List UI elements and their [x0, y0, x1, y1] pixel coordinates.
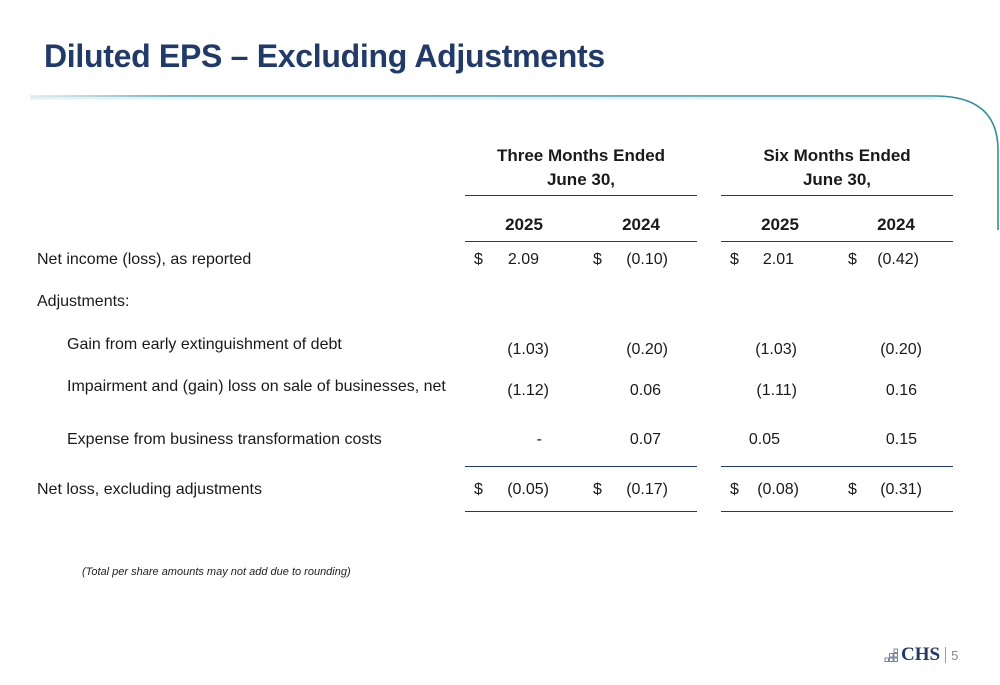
cell-net-income-6m-2024: (0.42) [877, 251, 919, 268]
page-title: Diluted EPS – Excluding Adjustments [44, 38, 605, 74]
cell-net-income-3m-2025: 2.09 [507, 251, 539, 268]
footnote: (Total per share amounts may not add due… [82, 566, 351, 578]
cell-gain-3m-2025: (1.03) [507, 341, 549, 358]
six-months-header-line2: June 30, [802, 170, 872, 189]
cell-gain-6m-2024: (0.20) [880, 341, 922, 358]
dollar-sign: $ [730, 481, 739, 498]
year-header-6m-2025: 2025 [761, 215, 799, 234]
column-group-three-months: Three Months Ended June 30, [465, 144, 697, 192]
cell-gain-6m-2025: (1.03) [755, 341, 797, 358]
cell-impairment-6m-2025: (1.11) [756, 382, 797, 399]
row-label-gain-early-extinguishment: Gain from early extinguishment of debt [67, 336, 342, 353]
dollar-sign: $ [474, 481, 483, 498]
cell-net-loss-3m-2025: (0.05) [507, 481, 549, 498]
logo-text: CHS [901, 644, 941, 665]
group1-year-rule [465, 241, 697, 242]
cell-net-income-6m-2025: 2.01 [762, 251, 794, 268]
logo-separator [945, 647, 947, 663]
cell-impairment-3m-2025: (1.12) [507, 382, 549, 399]
chs-logo-mark-icon [884, 646, 900, 664]
row-label-net-income: Net income (loss), as reported [37, 251, 252, 268]
dollar-sign: $ [593, 251, 602, 268]
chs-logo: CHS 5 [884, 644, 958, 666]
group2-total-rule [721, 466, 953, 467]
year-header-6m-2024: 2024 [877, 215, 915, 234]
group1-header-rule [465, 195, 697, 196]
three-months-header-line1: Three Months Ended [496, 146, 666, 165]
dollar-sign: $ [474, 251, 483, 268]
cell-net-income-3m-2024: (0.10) [626, 251, 668, 268]
three-months-header-line2: June 30, [546, 170, 616, 189]
cell-gain-3m-2024: (0.20) [626, 341, 668, 358]
cell-net-loss-3m-2024: (0.17) [626, 481, 668, 498]
dollar-sign: $ [848, 481, 857, 498]
dollar-sign: $ [730, 251, 739, 268]
cell-transformation-3m-2024: 0.07 [629, 431, 661, 448]
column-group-six-months: Six Months Ended June 30, [721, 144, 953, 192]
cell-impairment-6m-2024: 0.16 [885, 382, 917, 399]
cell-transformation-6m-2025: 0.05 [748, 431, 780, 448]
cell-net-loss-6m-2024: (0.31) [880, 481, 922, 498]
year-header-3m-2024: 2024 [622, 215, 660, 234]
group2-bottom-rule [721, 511, 953, 512]
cell-net-loss-6m-2025: (0.08) [757, 481, 799, 498]
six-months-header-line1: Six Months Ended [763, 146, 911, 165]
dollar-sign: $ [593, 481, 602, 498]
year-header-3m-2025: 2025 [505, 215, 543, 234]
page-number: 5 [951, 647, 959, 663]
cell-impairment-3m-2024: 0.06 [629, 382, 661, 399]
title-underline-decoration [30, 95, 999, 230]
dollar-sign: $ [848, 251, 857, 268]
group1-total-rule [465, 466, 697, 467]
group2-year-rule [721, 241, 953, 242]
row-label-net-loss-excluding: Net loss, excluding adjustments [37, 481, 262, 498]
cell-transformation-3m-2025: - [536, 431, 542, 448]
cell-transformation-6m-2024: 0.15 [885, 431, 917, 448]
row-label-business-transformation: Expense from business transformation cos… [67, 431, 382, 448]
row-label-adjustments: Adjustments: [37, 293, 130, 310]
group2-header-rule [721, 195, 953, 196]
row-label-impairment: Impairment and (gain) loss on sale of bu… [67, 378, 446, 395]
group1-bottom-rule [465, 511, 697, 512]
